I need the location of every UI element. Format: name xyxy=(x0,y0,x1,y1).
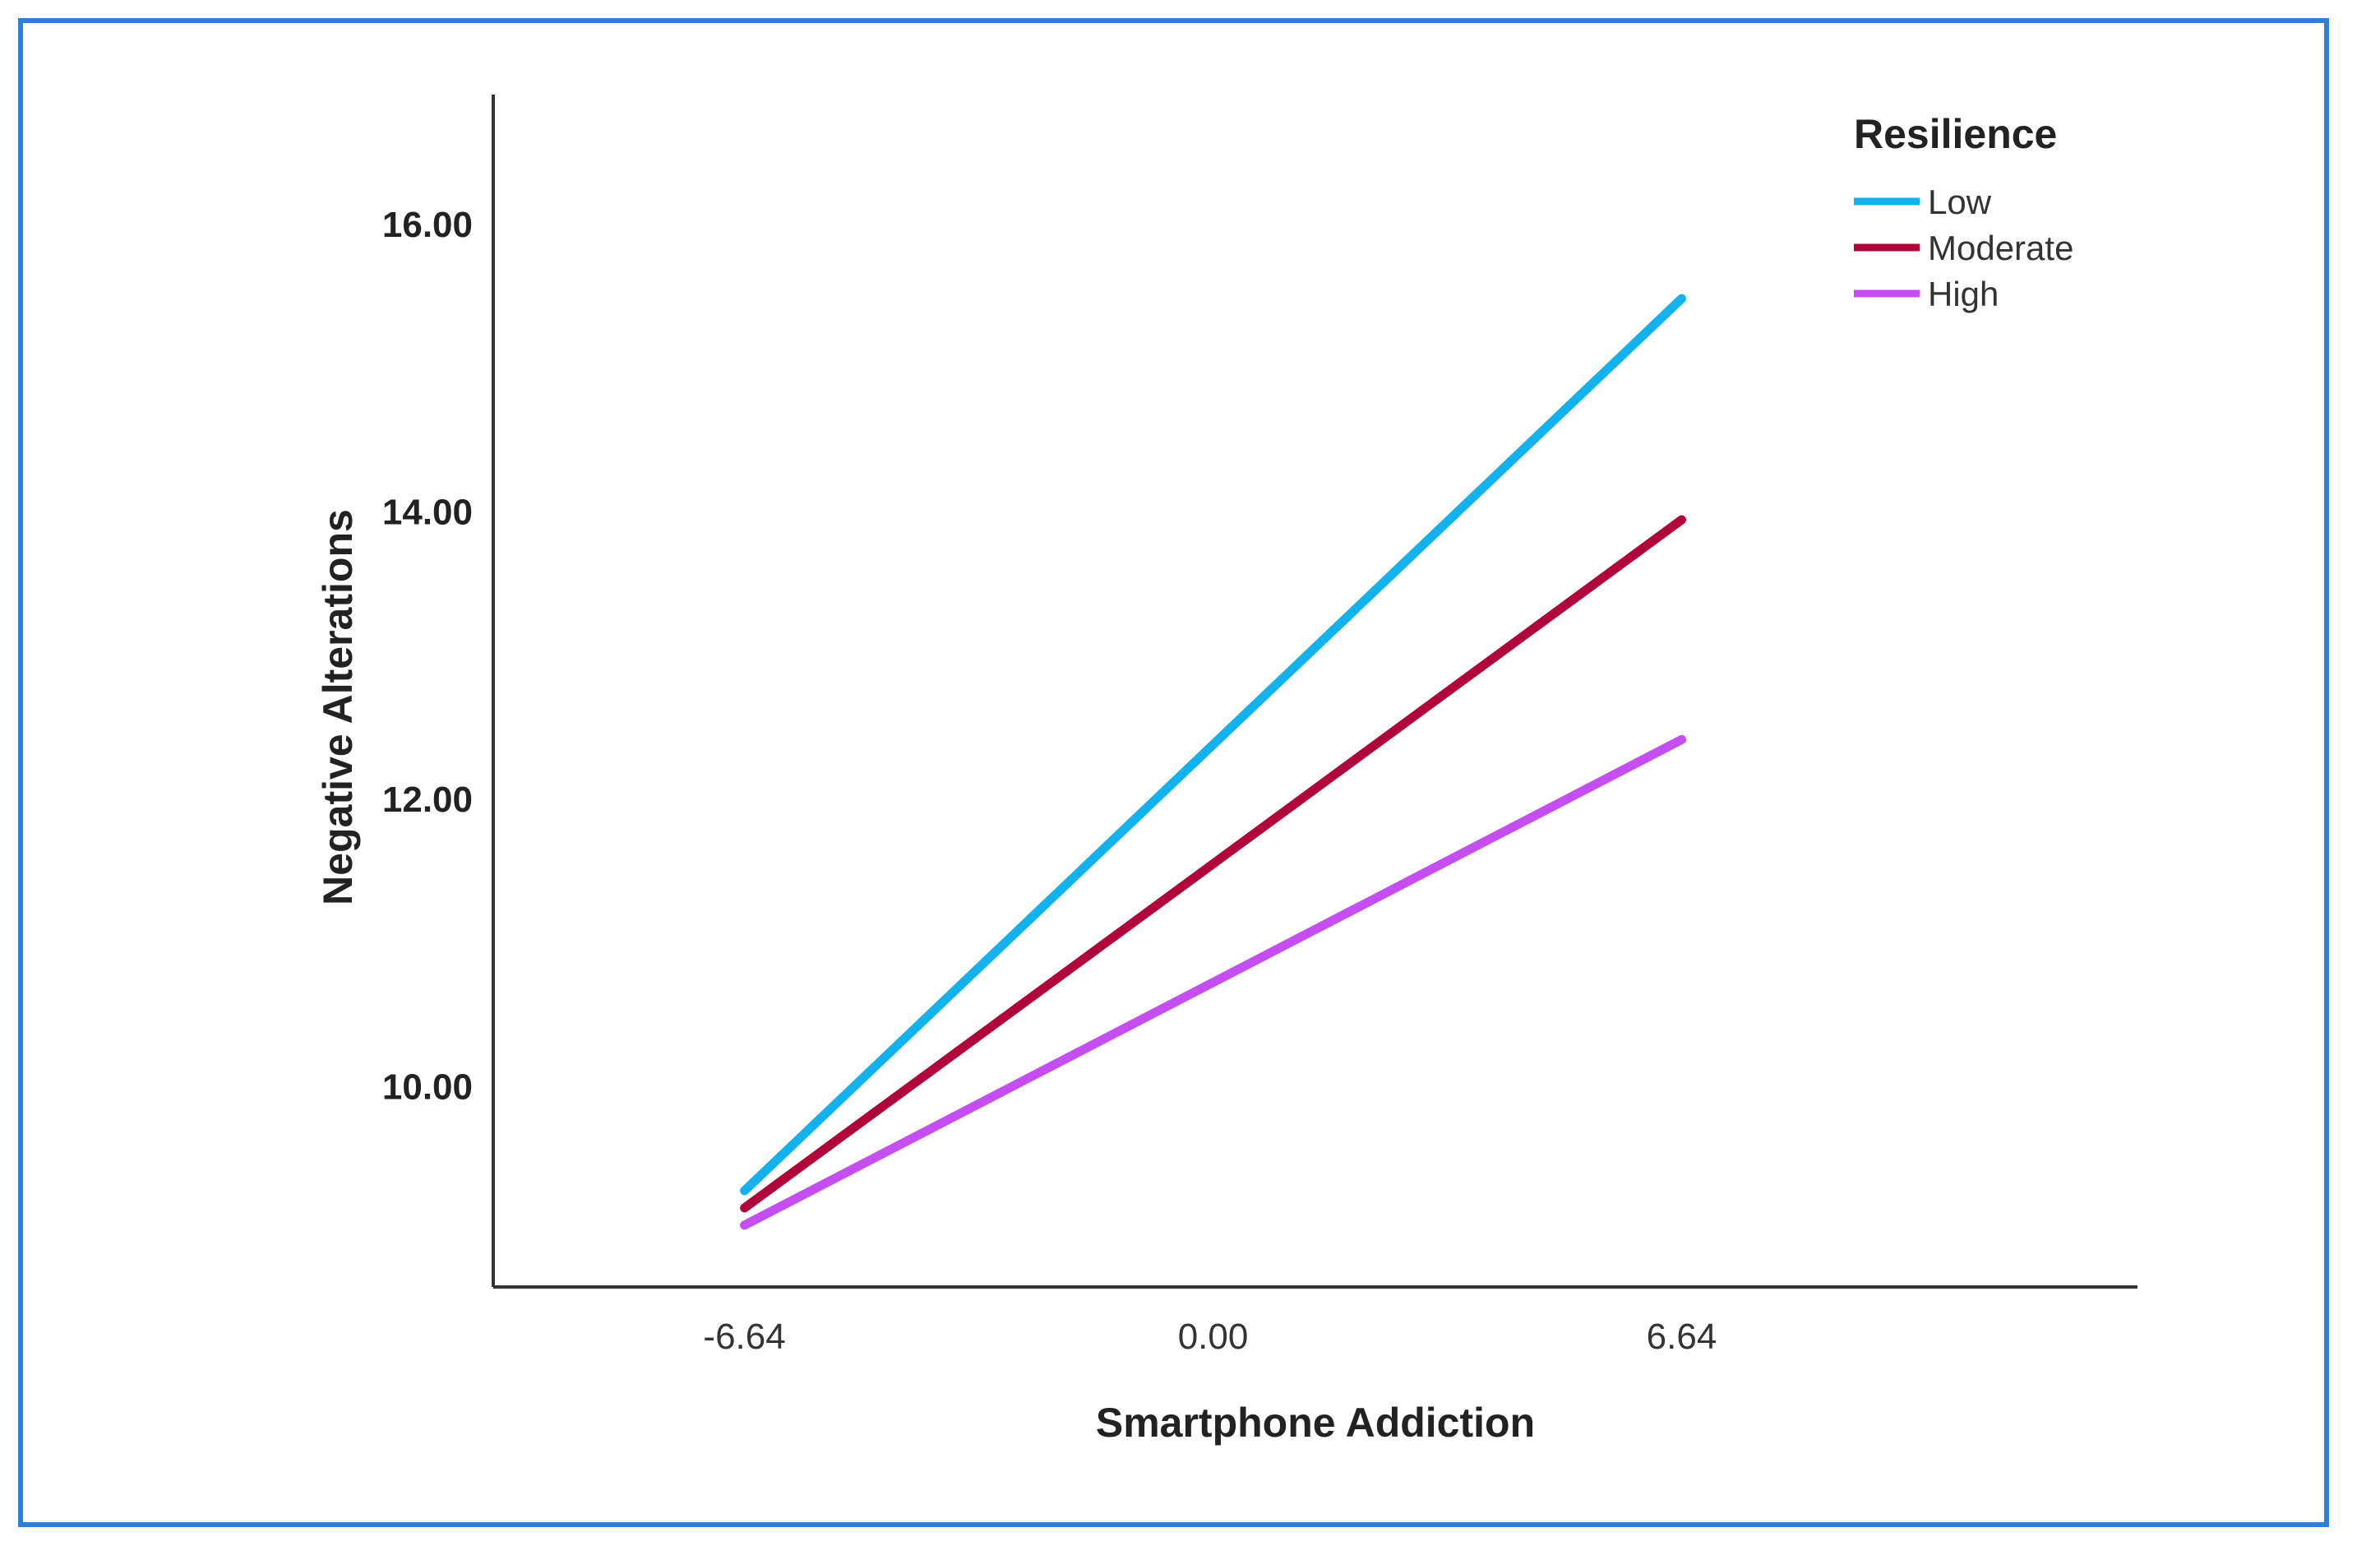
legend-items: Low Moderate High xyxy=(1854,183,2073,313)
legend-label-high: High xyxy=(1928,275,1999,313)
y-tick-label: 12.00 xyxy=(382,780,473,820)
y-tick-label: 16.00 xyxy=(382,205,473,245)
y-tick-labels: 10.00 12.00 14.00 16.00 xyxy=(382,205,473,1107)
x-tick-label: 6.64 xyxy=(1647,1317,1717,1357)
x-tick-label: -6.64 xyxy=(703,1317,785,1357)
legend-label-moderate: Moderate xyxy=(1928,229,2073,267)
series-lines xyxy=(740,294,1686,1230)
chart-frame xyxy=(18,18,2329,1527)
axes xyxy=(492,95,2137,1289)
y-tick-label: 10.00 xyxy=(382,1067,473,1107)
series-line-low xyxy=(740,294,1686,1196)
y-tick-label: 14.00 xyxy=(382,493,473,533)
y-axis-label: Negative Alterations xyxy=(315,509,361,905)
series-line-high xyxy=(740,734,1686,1230)
x-tick-label: 0.00 xyxy=(1178,1317,1249,1357)
x-axis-label: Smartphone Addiction xyxy=(1096,1400,1535,1446)
x-tick-labels: -6.64 0.00 6.64 xyxy=(703,1317,1717,1357)
series-line-moderate xyxy=(740,515,1686,1213)
legend: Resilience Low Moderate High xyxy=(1854,111,2073,313)
legend-title: Resilience xyxy=(1854,111,2057,157)
legend-label-low: Low xyxy=(1928,183,1992,221)
